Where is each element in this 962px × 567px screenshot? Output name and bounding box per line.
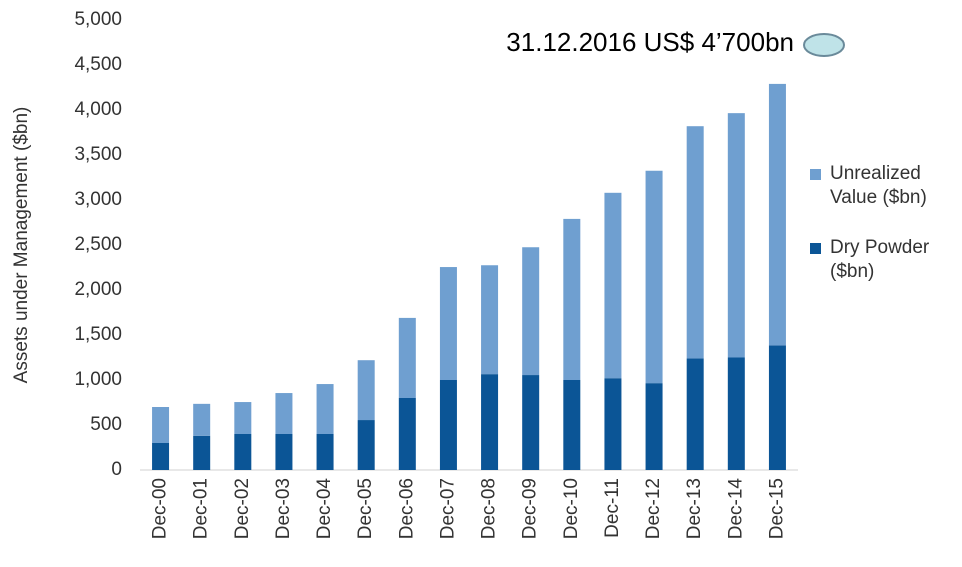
bar-segment <box>398 398 416 470</box>
annotation: 31.12.2016 US$ 4’700bn <box>506 27 794 57</box>
legend-item: Unrealized Value ($bn) <box>808 162 943 210</box>
bar-segment <box>193 435 211 470</box>
bar-segment <box>316 384 334 434</box>
bar-segment <box>563 380 581 470</box>
bar-segment <box>357 360 375 421</box>
bar-segment <box>234 434 252 470</box>
x-tick-label: Dec-04 <box>314 478 335 540</box>
x-tick-label: Dec-06 <box>396 478 417 539</box>
bar-segment <box>604 192 622 379</box>
bar-segment <box>604 378 622 470</box>
bar-segment <box>522 375 540 470</box>
legend-swatch <box>810 169 821 180</box>
legend-item: Dry Powder ($bn) <box>808 236 943 284</box>
y-tick-label: 3,500 <box>74 144 122 165</box>
bar-segment <box>439 267 457 380</box>
y-tick-label: 500 <box>90 414 122 435</box>
bar-segment <box>686 126 704 359</box>
x-tick-label: Dec-09 <box>520 478 541 539</box>
x-tick-label: Dec-10 <box>561 478 582 539</box>
bar-segment <box>357 420 375 470</box>
x-tick-label: Dec-11 <box>602 478 623 538</box>
bar-segment <box>645 170 663 384</box>
bar-segment <box>275 434 293 470</box>
bar-segment <box>152 443 170 470</box>
y-tick-label: 4,500 <box>74 54 122 75</box>
x-tick-label: Dec-13 <box>684 478 705 539</box>
bar-segment <box>152 407 170 443</box>
bar-segment <box>645 383 663 470</box>
x-tick-label: Dec-14 <box>725 478 746 540</box>
y-tick-label: 5,000 <box>74 9 122 30</box>
bar-segment <box>275 393 293 434</box>
y-tick-label: 2,500 <box>74 234 122 255</box>
y-tick-label: 0 <box>111 459 122 480</box>
x-tick-label: Dec-12 <box>643 478 664 539</box>
x-tick-label: Dec-03 <box>273 478 294 539</box>
x-tick-label: Dec-02 <box>232 478 253 539</box>
x-tick-label: Dec-08 <box>479 478 500 539</box>
legend-swatch <box>810 243 821 254</box>
bar-segment <box>686 358 704 470</box>
y-tick-label: 4,000 <box>74 99 122 120</box>
bar-segment <box>193 403 211 436</box>
bar-segment <box>768 83 786 346</box>
y-tick-label: 3,000 <box>74 189 122 210</box>
bar-segment <box>316 434 334 470</box>
bar-segment <box>234 402 252 434</box>
x-tick-label: Dec-00 <box>150 478 171 539</box>
bar-segment <box>768 345 786 470</box>
y-tick-label: 1,500 <box>74 324 122 345</box>
bar-segment <box>439 380 457 470</box>
x-tick-label: Dec-15 <box>766 478 787 539</box>
x-tick-label: Dec-07 <box>437 478 458 539</box>
legend-label: Dry Powder ($bn) <box>830 237 930 282</box>
bar-segment <box>727 357 745 470</box>
bar-segment <box>481 374 499 470</box>
bar-segment <box>563 218 581 380</box>
y-tick-label: 1,000 <box>74 369 122 390</box>
bar-segment <box>398 317 416 398</box>
y-tick-label: 2,000 <box>74 279 122 300</box>
x-tick-label: Dec-01 <box>191 478 212 539</box>
legend-label: Unrealized Value ($bn) <box>830 163 927 208</box>
bar-segment <box>481 265 499 375</box>
annotation-marker <box>803 33 845 57</box>
bar-segment <box>522 247 540 376</box>
y-axis-label: Assets under Management ($bn) <box>11 107 32 384</box>
x-tick-label: Dec-05 <box>355 478 376 539</box>
bar-segment <box>727 113 745 358</box>
legend: Unrealized Value ($bn) Dry Powder ($bn) <box>808 162 943 310</box>
